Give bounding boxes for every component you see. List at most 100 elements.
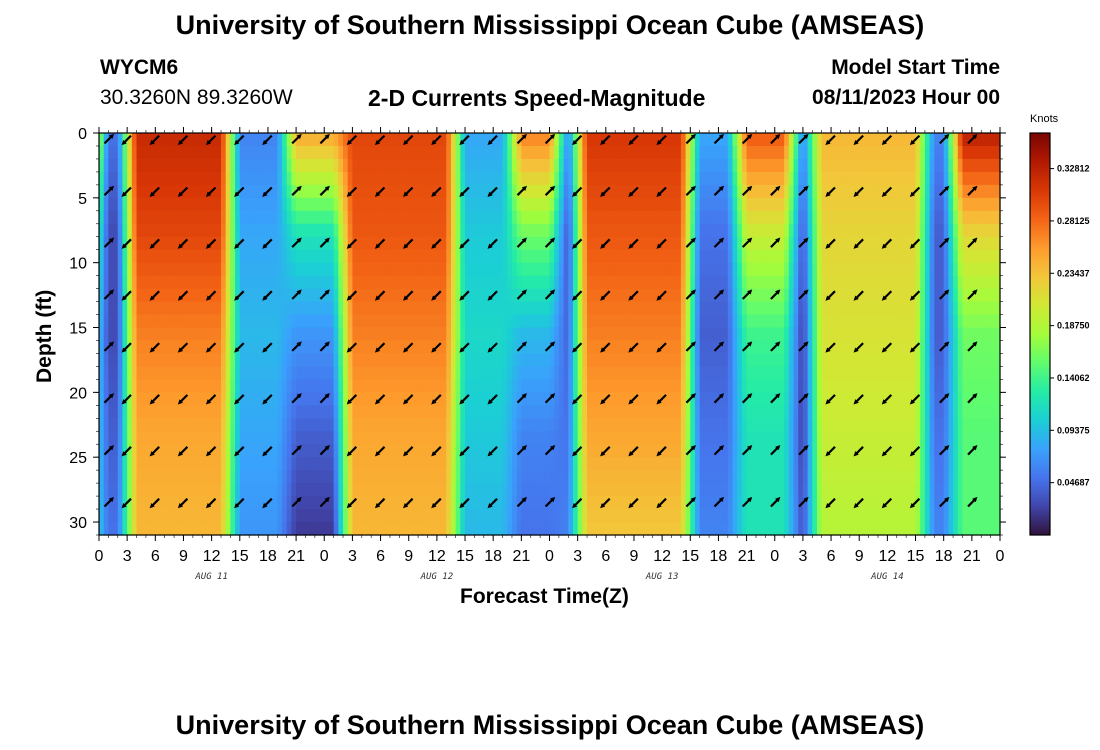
heatmap-cell — [136, 509, 142, 523]
heatmap-cell — [662, 145, 668, 160]
heatmap-cell — [479, 431, 485, 445]
heatmap-cell — [638, 275, 644, 290]
heatmap-cell — [310, 457, 316, 471]
heatmap-cell — [676, 457, 682, 471]
heatmap-cell — [577, 275, 583, 290]
heatmap-cell — [831, 288, 837, 303]
heatmap-cell — [145, 158, 152, 173]
heatmap-cell — [141, 301, 147, 316]
heatmap-cell — [755, 314, 762, 329]
heatmap-cell — [169, 262, 175, 277]
heatmap-cell — [221, 496, 227, 510]
heatmap-cell — [779, 171, 785, 186]
heatmap-cell — [263, 262, 269, 277]
heatmap-cell — [549, 133, 555, 147]
heatmap-cell — [108, 457, 114, 471]
heatmap-cell — [704, 236, 710, 251]
heatmap-cell — [408, 522, 415, 536]
heatmap-cell — [108, 522, 114, 536]
heatmap-cell — [671, 158, 677, 173]
heatmap-cell — [694, 379, 701, 393]
heatmap-cell — [343, 301, 349, 316]
heatmap-cell — [211, 145, 217, 160]
heatmap-cell — [291, 197, 297, 212]
heatmap-cell — [394, 288, 400, 303]
heatmap-cell — [816, 353, 823, 368]
heatmap-cell — [591, 392, 598, 406]
heatmap-cell — [610, 145, 616, 160]
heatmap-cell — [450, 249, 457, 264]
heatmap-cell — [192, 353, 199, 368]
heatmap-cell — [587, 392, 593, 406]
heatmap-cell — [662, 301, 668, 316]
heatmap-cell — [615, 210, 621, 225]
heatmap-cell — [422, 275, 429, 290]
heatmap-cell — [680, 184, 687, 199]
heatmap-cell — [577, 366, 583, 380]
heatmap-cell — [108, 353, 114, 368]
heatmap-cell — [591, 327, 598, 342]
heatmap-cell — [333, 353, 339, 368]
heatmap-cell — [577, 236, 583, 251]
heatmap-cell — [131, 158, 138, 173]
heatmap-cell — [164, 184, 170, 199]
heatmap-cell — [657, 327, 663, 342]
heatmap-cell — [784, 431, 790, 445]
heatmap-cell — [737, 184, 743, 199]
heatmap-cell — [751, 509, 757, 523]
heatmap-cell — [361, 275, 368, 290]
heatmap-cell — [450, 210, 457, 225]
heatmap-cell — [460, 171, 466, 186]
heatmap-cell — [221, 470, 227, 484]
heatmap-cell — [741, 288, 748, 303]
heatmap-cell — [568, 509, 574, 523]
heatmap-cell — [718, 210, 724, 225]
heatmap-cell — [436, 418, 443, 432]
heatmap-cell — [549, 145, 555, 160]
heatmap-cell — [404, 145, 410, 160]
heatmap-cell — [99, 275, 105, 290]
heatmap-cell — [497, 496, 504, 510]
heatmap-cell — [211, 158, 217, 173]
heatmap-cell — [849, 184, 856, 199]
heatmap-cell — [816, 275, 823, 290]
heatmap-cell — [497, 262, 504, 277]
heatmap-cell — [596, 379, 602, 393]
heatmap-cell — [755, 444, 762, 458]
heatmap-cell — [249, 366, 255, 380]
heatmap-cell — [141, 210, 147, 225]
heatmap-cell — [493, 301, 499, 316]
heatmap-cell — [605, 379, 612, 393]
heatmap-cell — [455, 340, 461, 355]
heatmap-cell — [150, 366, 156, 380]
heatmap-cell — [286, 236, 292, 251]
heatmap-cell — [849, 197, 856, 212]
heatmap-cell — [774, 171, 781, 186]
heatmap-cell — [474, 405, 480, 419]
heatmap-cell — [587, 158, 593, 173]
heatmap-cell — [164, 288, 170, 303]
heatmap-cell — [225, 353, 231, 368]
heatmap-cell — [338, 431, 344, 445]
heatmap-cell — [277, 340, 283, 355]
heatmap-cell — [662, 444, 668, 458]
heatmap-cell — [624, 133, 630, 147]
heatmap-cell — [394, 133, 400, 147]
heatmap-cell — [619, 496, 626, 510]
heatmap-cell — [713, 457, 720, 471]
heatmap-cell — [169, 496, 175, 510]
heatmap-cell — [835, 275, 842, 290]
heatmap-cell — [300, 366, 307, 380]
heatmap-cell — [282, 379, 288, 393]
heatmap-cell — [197, 431, 203, 445]
heatmap-cell — [751, 236, 757, 251]
heatmap-cell — [469, 431, 476, 445]
heatmap-cell — [615, 522, 621, 536]
heatmap-cell — [272, 353, 278, 368]
heatmap-cell — [849, 158, 856, 173]
heatmap-cell — [507, 275, 513, 290]
heatmap-cell — [239, 301, 246, 316]
heatmap-cell — [835, 470, 842, 484]
heatmap-cell — [267, 392, 274, 406]
heatmap-cell — [239, 197, 246, 212]
